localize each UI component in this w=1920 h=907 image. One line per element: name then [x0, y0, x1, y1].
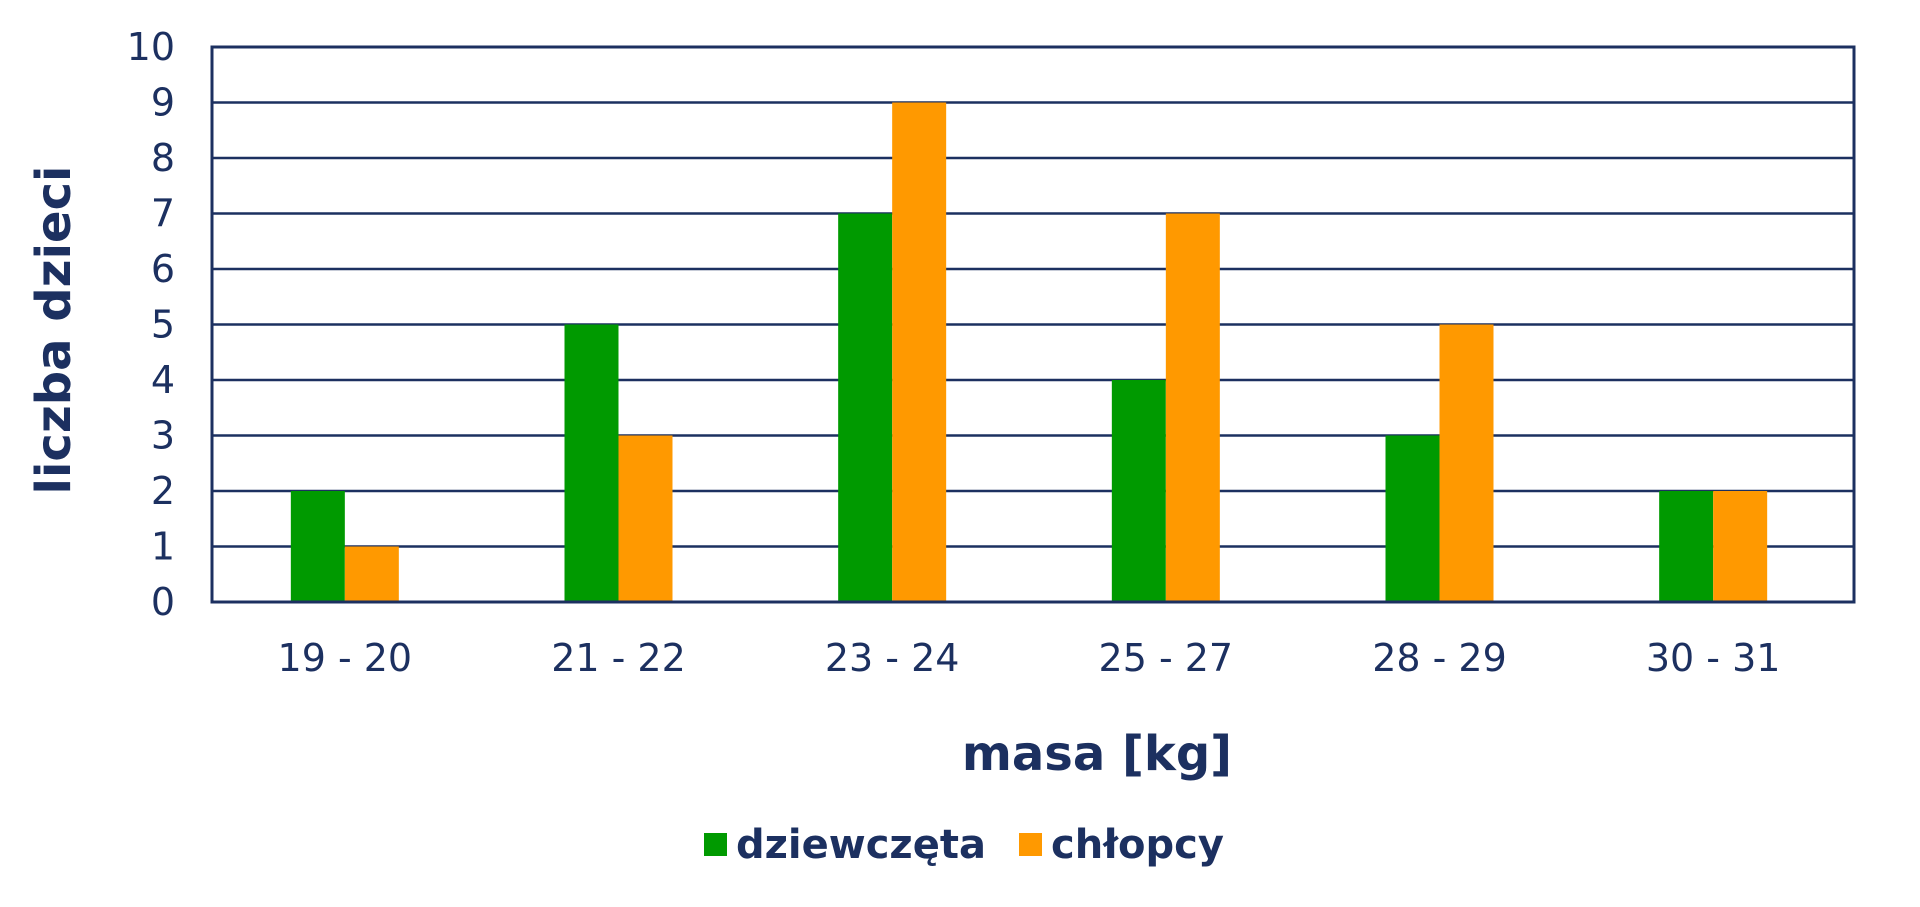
y-tick-label: 4	[151, 358, 175, 402]
bar-boys	[1713, 491, 1768, 602]
bar-boys	[1165, 213, 1220, 602]
x-tick-label: 25 - 27	[1099, 636, 1234, 680]
x-tick-label: 23 - 24	[825, 636, 960, 680]
bar-girls	[838, 213, 893, 602]
y-tick-label: 5	[151, 303, 175, 347]
bar-boys	[344, 546, 399, 602]
legend-label: dziewczęta	[736, 822, 986, 868]
bars	[290, 102, 1768, 602]
x-tick-labels: 19 - 20 21 - 22 23 - 24 25 - 27 28 - 29 30 - …	[278, 636, 1781, 680]
gridlines	[212, 45, 1854, 604]
y-tick-label: 10	[127, 25, 175, 69]
y-tick-label: 8	[151, 136, 175, 180]
y-tick-label: 6	[151, 247, 175, 291]
y-tick-label: 1	[151, 525, 175, 569]
y-tick-label: 0	[151, 580, 175, 624]
bar-girls	[1659, 491, 1714, 602]
y-tick-label: 2	[151, 469, 175, 513]
x-tick-label: 19 - 20	[278, 636, 413, 680]
y-axis-title: liczba dzieci	[26, 166, 82, 495]
x-tick-label: 30 - 31	[1646, 636, 1781, 680]
x-tick-label: 21 - 22	[551, 636, 686, 680]
plot-frame	[210, 45, 1856, 604]
bar-boys	[618, 435, 673, 602]
bar-girls	[1385, 435, 1440, 602]
bar-boys	[892, 102, 947, 602]
y-tick-labels: 0 1 2 3 4 5 6 7 8 9 10	[127, 25, 175, 624]
bar-girls	[290, 491, 345, 602]
x-axis-title: masa [kg]	[962, 726, 1232, 782]
bar-girls	[1111, 380, 1166, 602]
y-tick-label: 9	[151, 81, 175, 125]
bar-girls	[564, 324, 619, 602]
x-tick-label: 28 - 29	[1372, 636, 1507, 680]
y-tick-label: 7	[151, 192, 175, 236]
legend-swatch	[1019, 833, 1042, 856]
legend-label: chłopcy	[1051, 822, 1224, 868]
legend: dziewczęta chłopcy	[704, 822, 1224, 868]
legend-swatch	[704, 833, 727, 856]
bar-boys	[1439, 324, 1494, 602]
y-tick-label: 3	[151, 414, 175, 458]
